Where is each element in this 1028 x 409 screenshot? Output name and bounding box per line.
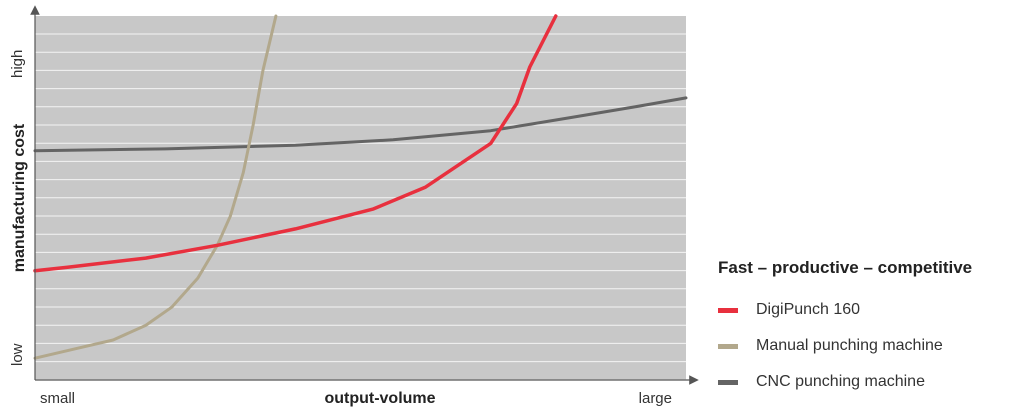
legend: Fast – productive – competitive DigiPunc… (718, 258, 1023, 400)
y-tick-label-low: low (9, 343, 26, 366)
legend-swatch-manual (718, 343, 738, 349)
x-tick-label-large: large (639, 390, 672, 407)
legend-label-manual: Manual punching machine (756, 337, 943, 354)
legend-item-digipunch: DigiPunch 160 (718, 292, 1023, 328)
x-tick-label-small: small (40, 390, 75, 407)
y-axis-title: manufacturing cost (11, 123, 28, 272)
legend-label-digipunch: DigiPunch 160 (756, 301, 861, 318)
series-line-cnc-punching-machine (33, 96, 688, 153)
x-axis-title: output-volume (324, 390, 435, 407)
legend-swatch-digipunch (718, 307, 738, 313)
series-line-digipunch-160 (33, 14, 558, 273)
legend-label-cnc: CNC punching machine (756, 373, 925, 390)
series-line-manual-punching-machine (33, 14, 278, 360)
legend-item-cnc: CNC punching machine (718, 364, 1023, 400)
y-tick-label-high: high (9, 50, 26, 78)
legend-item-manual: Manual punching machine (718, 328, 1023, 364)
legend-swatch-cnc (718, 379, 738, 385)
legend-title: Fast – productive – competitive (718, 258, 973, 277)
series-lines (33, 14, 688, 360)
